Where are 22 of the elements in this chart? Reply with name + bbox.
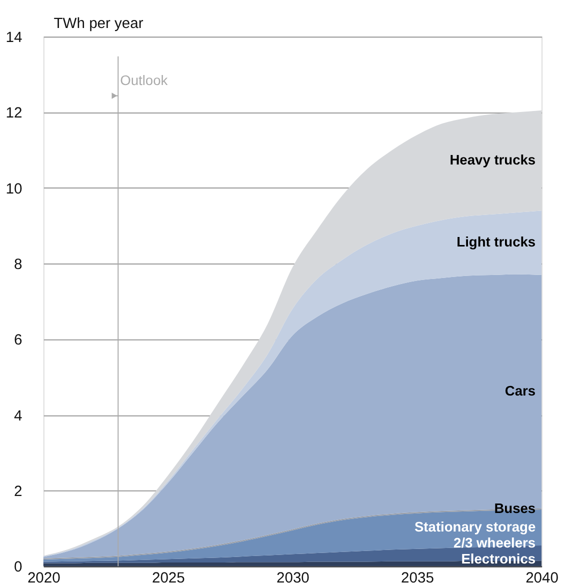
y-tick-label: 4 [14,408,22,424]
y-axis-title: TWh per year [54,16,144,32]
y-tick-label: 14 [6,30,22,46]
series-label: Stationary storage [414,519,536,534]
y-tick-label: 10 [6,181,22,198]
series-label: Heavy trucks [450,152,536,168]
x-tick-label: 2030 [276,570,310,585]
y-tick-label: 8 [14,257,22,274]
ref-line-label: Outlook [120,72,168,88]
series-label: Light trucks [456,234,536,250]
x-tick-label: 2035 [401,570,434,585]
series-label: Buses [494,500,536,516]
series-label: Cars [504,384,536,399]
y-tick-label: 12 [6,106,22,122]
series-label: Electronics [461,551,536,566]
y-tick-label: 2 [14,484,22,500]
x-tick-label: 2040 [526,570,558,585]
x-tick-label: 2020 [27,570,60,585]
series-label: 2/3 wheelers [454,536,536,551]
y-tick-label: 6 [14,332,22,349]
y-tick-label: 0 [14,560,22,576]
x-tick-label: 2025 [152,570,185,585]
